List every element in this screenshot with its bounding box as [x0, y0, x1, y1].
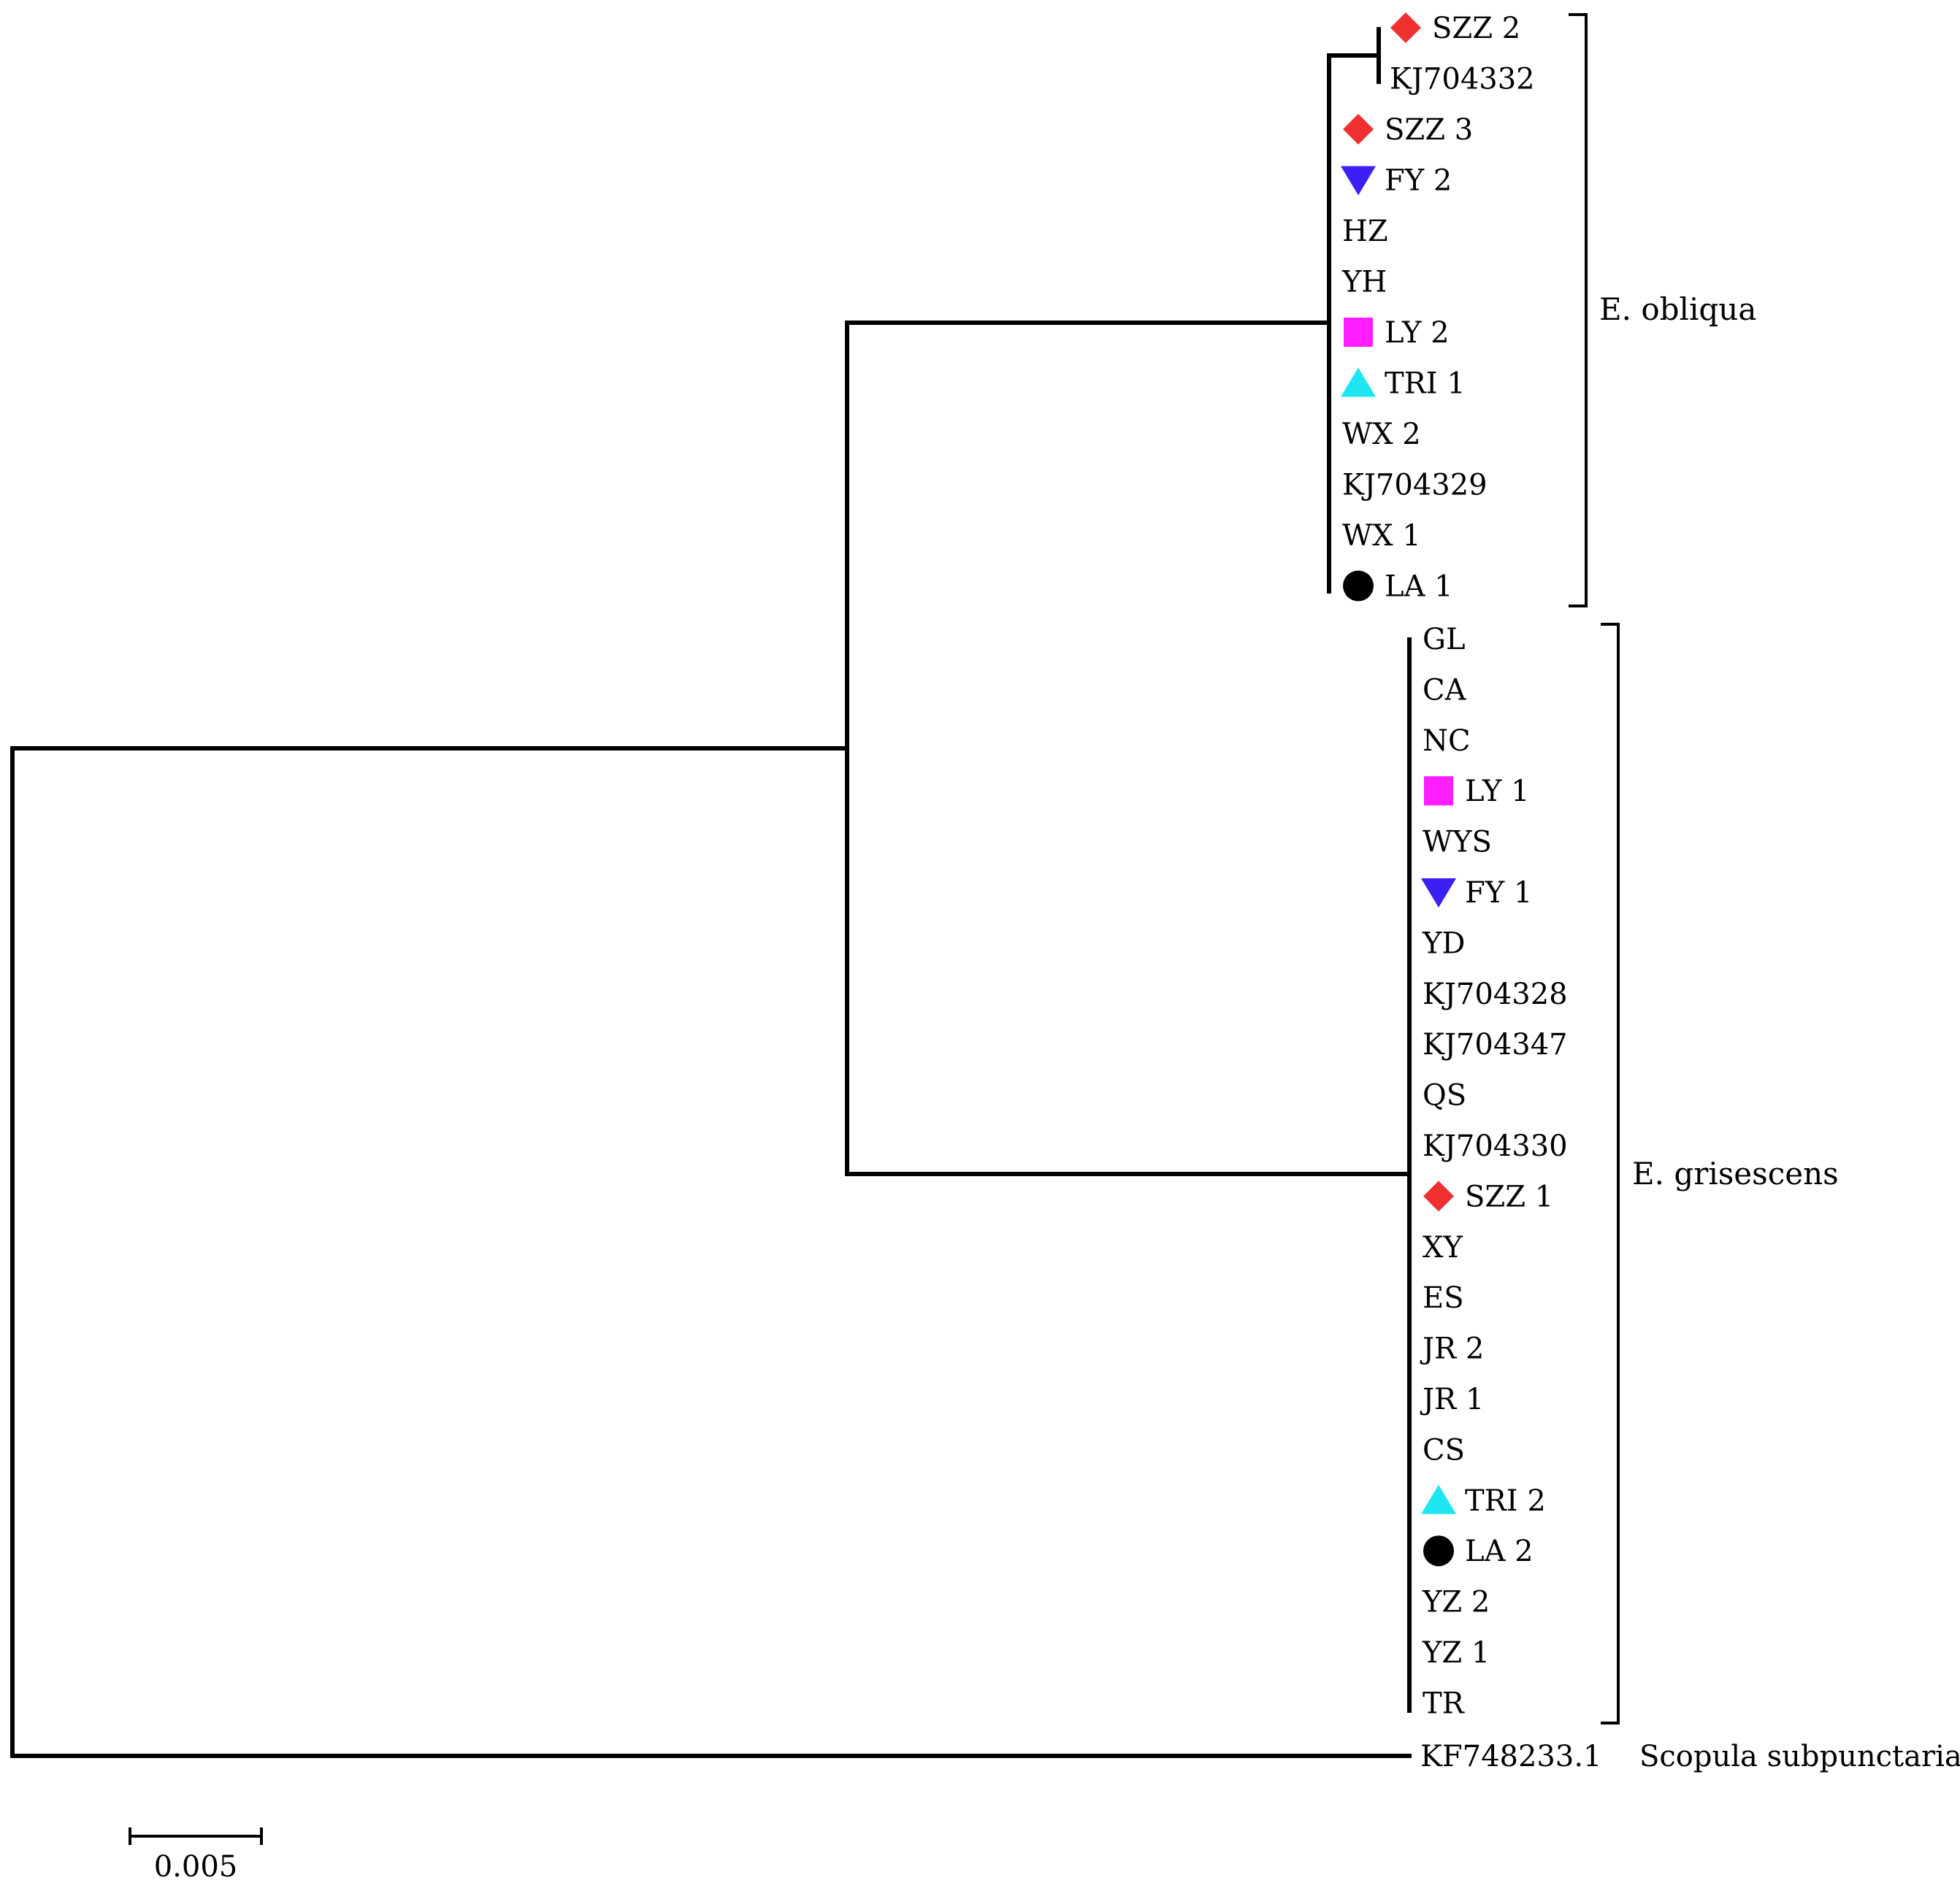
leaf-label-yz-2: YZ 2 [1422, 1586, 1490, 1619]
obliqua-clade-label: E. obliqua [1599, 291, 1756, 327]
triangle-down-marker-icon [1341, 166, 1376, 196]
square-marker-icon [1344, 318, 1373, 347]
leaf-label-cs: CS [1423, 1433, 1465, 1467]
obliqua-leaf-group: SZZ 2 KJ704332 SZZ 3 FY 2 HZ YH LY 2 TRI 1 WX 2 K… [1341, 12, 1535, 604]
leaf-label-yh: YH [1341, 266, 1387, 299]
outgroup-species-label: Scopula subpunctaria [1639, 1740, 1960, 1773]
leaf-label-jr-1: JR 1 [1420, 1383, 1484, 1416]
leaf-label-szz-3: SZZ 3 [1385, 113, 1473, 147]
leaf-label-tri-1: TRI 1 [1385, 367, 1466, 401]
scale-bar-line [129, 1827, 263, 1845]
leaf-label-kj704330: KJ704330 [1423, 1129, 1568, 1163]
leaf-label-tri-2: TRI 2 [1465, 1484, 1546, 1518]
leaf-label-jr-2: JR 2 [1420, 1332, 1484, 1366]
leaf-label-wx-2: WX 2 [1342, 418, 1421, 451]
triangle-up-marker-icon [1421, 1484, 1456, 1514]
leaf-label-fy-1: FY 1 [1465, 876, 1532, 910]
leaf-label-tr: TR [1423, 1687, 1466, 1720]
leaf-label-hz: HZ [1342, 215, 1388, 248]
leaf-label-kj704328: KJ704328 [1423, 978, 1568, 1011]
leaf-label-kj704347: KJ704347 [1423, 1028, 1568, 1062]
grisescens-clade-label: E. grisescens [1632, 1156, 1839, 1192]
circle-marker-icon [1343, 570, 1374, 602]
leaf-label-nc: NC [1423, 724, 1471, 758]
obliqua-bracket [1569, 13, 1588, 607]
leaf-label-wx-1: WX 1 [1342, 519, 1421, 553]
leaf-label-fy-2: FY 2 [1385, 164, 1452, 198]
scale-bar: 0.005 [129, 1827, 263, 1880]
tree-branches [10, 27, 1412, 1758]
diamond-marker-icon [1390, 12, 1421, 43]
leaf-label-kj704329: KJ704329 [1342, 469, 1488, 502]
leaf-label-ly-1: LY 1 [1465, 775, 1530, 808]
leaf-label-es: ES [1423, 1281, 1464, 1315]
leaf-label-gl: GL [1423, 623, 1466, 656]
leaf-label-szz-1: SZZ 1 [1465, 1180, 1553, 1213]
diamond-marker-icon [1343, 114, 1374, 145]
leaf-label-la-2: LA 2 [1465, 1535, 1534, 1568]
triangle-up-marker-icon [1341, 367, 1376, 397]
leaf-label-xy: XY [1423, 1231, 1463, 1265]
leaf-label-yz-1: YZ 1 [1422, 1636, 1490, 1670]
leaf-label-ly-2: LY 2 [1385, 316, 1450, 350]
leaf-label-kj704332: KJ704332 [1390, 63, 1535, 96]
leaf-label-szz-2: SZZ 2 [1432, 12, 1520, 45]
leaf-label-ca: CA [1423, 673, 1467, 707]
diamond-marker-icon [1423, 1181, 1454, 1212]
grisescens-bracket [1601, 623, 1620, 1724]
square-marker-icon [1424, 776, 1453, 806]
outgroup-accession-label: KF748233.1 [1420, 1740, 1602, 1773]
leaf-label-la-1: LA 1 [1385, 570, 1453, 604]
grisescens-leaf-group: GL CA NC LY 1 WYS FY 1YD KJ704328 KJ704347 QS KJ7… [1420, 623, 1568, 1720]
leaf-label-yd: YD [1422, 926, 1465, 960]
scale-bar-label: 0.005 [154, 1850, 238, 1880]
leaf-label-qs: QS [1423, 1079, 1466, 1113]
leaf-label-wys: WYS [1423, 826, 1492, 859]
triangle-down-marker-icon [1421, 878, 1456, 908]
circle-marker-icon [1423, 1535, 1454, 1567]
